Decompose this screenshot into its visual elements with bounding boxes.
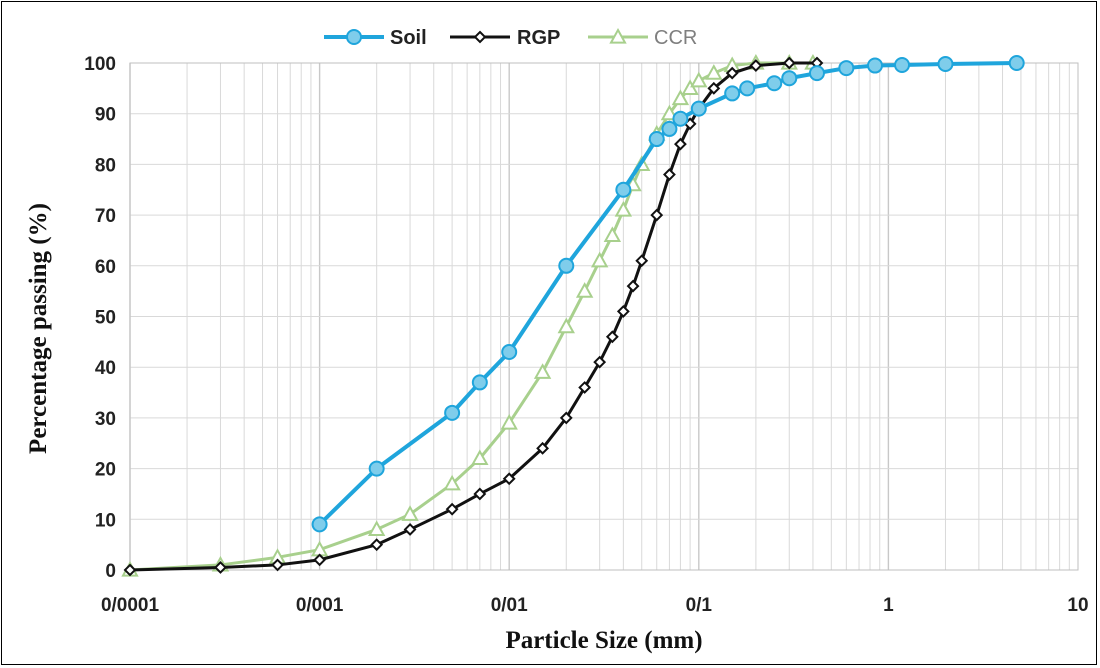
data-point — [444, 404, 461, 421]
data-point — [681, 79, 699, 95]
legend-label: RGP — [517, 27, 560, 49]
data-point — [705, 64, 723, 80]
legend-label: CCR — [654, 27, 697, 49]
y-tick-label: 10 — [95, 510, 116, 531]
data-point — [401, 505, 419, 521]
legend: Soil RGP CCR — [324, 27, 697, 49]
data-point — [749, 59, 763, 72]
data-point — [725, 66, 739, 80]
data-point — [707, 81, 721, 95]
data-point — [311, 516, 328, 533]
legend-item-ccr: CCR — [588, 27, 697, 49]
data-point — [663, 168, 676, 181]
x-tick-label: 0/0001 — [101, 595, 160, 616]
data-point — [214, 561, 227, 574]
data-point — [808, 65, 825, 82]
data-point — [616, 305, 630, 318]
data-point — [635, 254, 649, 268]
y-tick-label: 40 — [95, 358, 116, 379]
y-tick-label: 90 — [95, 105, 116, 126]
data-point — [593, 355, 607, 369]
data-point — [894, 57, 911, 74]
data-point — [690, 100, 707, 117]
data-point — [536, 441, 550, 455]
data-point — [937, 56, 954, 73]
y-tick-label: 70 — [95, 206, 116, 227]
data-point — [403, 523, 417, 536]
legend-item-rgp: RGP — [450, 27, 560, 49]
data-point — [123, 563, 137, 577]
y-tick-label: 100 — [84, 54, 116, 75]
data-point — [557, 317, 575, 334]
x-tick-label: 0/1 — [686, 595, 713, 616]
plot-border — [129, 62, 1079, 571]
data-point — [614, 200, 633, 217]
y-tick-label: 0 — [105, 561, 116, 582]
data-point — [672, 110, 689, 127]
x-axis-title: Particle Size (mm) — [505, 627, 702, 654]
data-point — [766, 75, 783, 92]
x-tick-label: 0/001 — [296, 595, 344, 616]
x-tick-labels: 0/0001 0/001 0/01 0/1 1 10 — [101, 595, 1089, 616]
data-point — [867, 57, 884, 74]
data-point — [1008, 55, 1025, 71]
y-tick-label: 50 — [95, 308, 116, 329]
data-point — [781, 70, 798, 87]
x-tick-label: 1 — [883, 595, 894, 616]
data-point — [502, 472, 516, 486]
series-rgp — [123, 56, 824, 577]
data-point — [368, 460, 385, 477]
data-point — [674, 137, 687, 151]
legend-swatch-marker — [609, 27, 627, 44]
x-tick-label: 10 — [1067, 595, 1088, 616]
data-point — [271, 558, 284, 572]
data-point — [500, 413, 518, 430]
legend-swatch-marker — [473, 30, 487, 44]
data-point — [445, 502, 459, 516]
data-point — [501, 343, 518, 360]
plot-area — [129, 62, 1079, 571]
data-point — [559, 411, 573, 425]
data-point — [648, 131, 665, 148]
y-axis-title: Percentage passing (%) — [25, 203, 52, 454]
data-point — [605, 330, 619, 344]
data-point — [370, 538, 384, 552]
data-point — [603, 226, 622, 242]
legend-label: Soil — [390, 27, 427, 49]
data-point — [367, 520, 386, 537]
legend-swatch-marker — [346, 29, 362, 45]
data-point — [590, 251, 609, 268]
data-point — [690, 71, 708, 88]
x-tick-label: 0/01 — [491, 595, 528, 616]
data-point — [443, 474, 461, 491]
data-point — [471, 449, 489, 466]
data-point — [313, 553, 327, 567]
y-tick-labels: 0 10 20 30 40 50 60 70 80 90 100 — [84, 54, 116, 582]
series-soil — [311, 55, 1025, 533]
data-point — [838, 60, 855, 77]
data-point — [661, 120, 678, 137]
data-point — [575, 282, 594, 298]
legend-item-soil: Soil — [324, 27, 427, 49]
series-layer — [121, 53, 1025, 577]
data-point — [615, 181, 632, 198]
data-point — [558, 257, 575, 274]
data-point — [739, 80, 756, 97]
y-tick-label: 80 — [95, 155, 116, 176]
data-point — [471, 374, 488, 391]
data-point — [650, 208, 664, 222]
data-point — [782, 56, 796, 70]
y-tick-label: 60 — [95, 257, 116, 278]
data-point — [671, 89, 690, 106]
grid — [129, 62, 1078, 571]
y-tick-label: 20 — [95, 460, 116, 481]
data-point — [578, 381, 592, 394]
data-point — [724, 85, 741, 102]
data-point — [626, 279, 640, 293]
data-point — [533, 363, 552, 379]
y-tick-label: 30 — [95, 409, 116, 430]
data-point — [473, 487, 487, 501]
